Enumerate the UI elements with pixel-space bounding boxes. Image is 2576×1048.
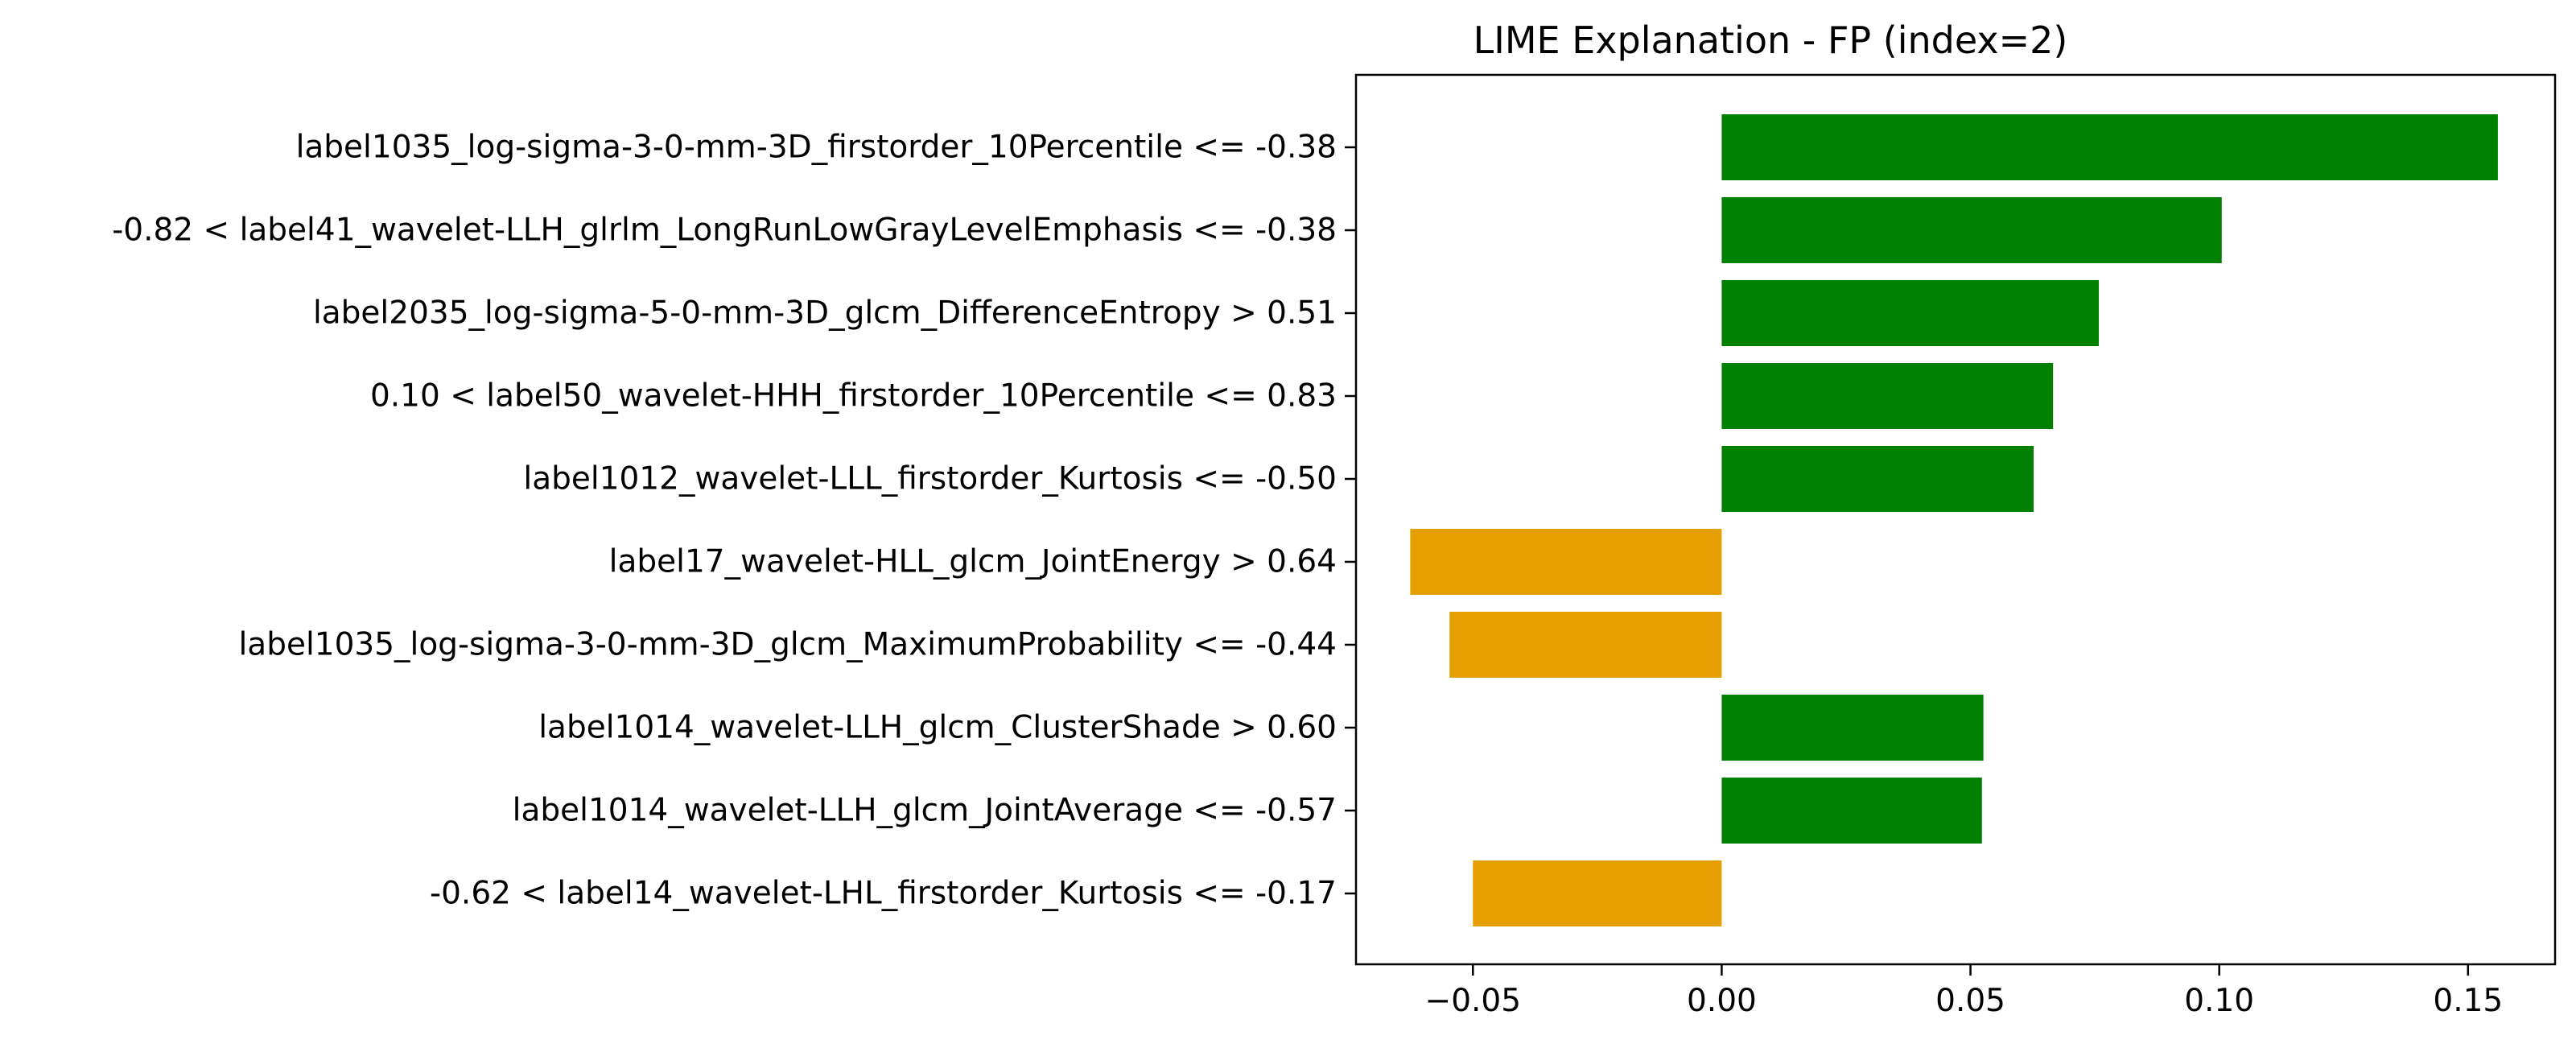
chart-title: LIME Explanation - FP (index=2) — [1473, 19, 2068, 62]
y-tick-label: label1035_log-sigma-3-0-mm-3D_firstorder… — [296, 130, 1337, 166]
bar-5 — [1721, 446, 2034, 512]
bar-8 — [1721, 695, 1984, 761]
bars-group — [1410, 114, 2498, 926]
y-tick-label: label2035_log-sigma-5-0-mm-3D_glcm_Diffe… — [313, 295, 1337, 332]
x-tick-label: 0.10 — [2184, 983, 2254, 1019]
y-tick-labels: label1035_log-sigma-3-0-mm-3D_firstorder… — [112, 130, 1356, 912]
x-tick-label: 0.05 — [1935, 983, 2005, 1019]
x-tick-label: 0.15 — [2433, 983, 2503, 1019]
x-ticks: −0.05 0.00 0.05 0.10 0.15 — [1425, 964, 2503, 1019]
y-tick-label: 0.10 < label50_wavelet-HHH_firstorder_10… — [370, 378, 1337, 415]
y-tick-label: -0.82 < label41_wavelet-LLH_glrlm_LongRu… — [112, 212, 1337, 249]
y-tick-label: label17_wavelet-HLL_glcm_JointEnergy > 0… — [609, 544, 1337, 580]
x-tick-label: −0.05 — [1425, 983, 1522, 1019]
bar-9 — [1721, 778, 1982, 844]
bar-1 — [1721, 114, 2498, 180]
y-tick-label: label1035_log-sigma-3-0-mm-3D_glcm_Maxim… — [238, 627, 1337, 663]
bar-6 — [1410, 529, 1722, 595]
x-tick-label: 0.00 — [1687, 983, 1757, 1019]
bar-3 — [1721, 280, 2100, 346]
bar-4 — [1721, 363, 2054, 429]
bar-2 — [1721, 197, 2222, 263]
bar-7 — [1449, 612, 1722, 678]
y-tick-label: -0.62 < label14_wavelet-LHL_firstorder_K… — [430, 876, 1337, 912]
y-tick-label: label1014_wavelet-LLH_glcm_ClusterShade … — [538, 710, 1337, 746]
plot-frame — [1354, 73, 2557, 966]
bar-10 — [1473, 860, 1722, 926]
y-tick-label: label1014_wavelet-LLH_glcm_JointAverage … — [513, 793, 1337, 829]
y-tick-label: label1012_wavelet-LLL_firstorder_Kurtosi… — [523, 461, 1337, 497]
